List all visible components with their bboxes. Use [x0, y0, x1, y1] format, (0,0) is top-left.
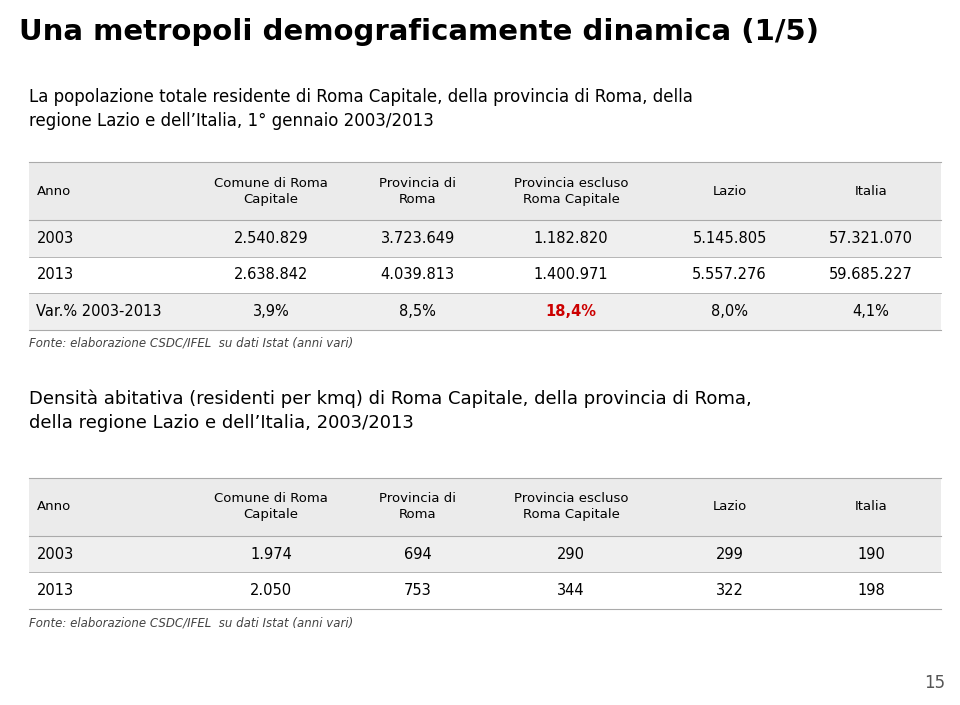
- Text: 3,9%: 3,9%: [252, 304, 290, 319]
- Text: 694: 694: [404, 546, 431, 562]
- Text: Italia: Italia: [854, 501, 888, 513]
- Text: 2003: 2003: [36, 231, 74, 246]
- Text: 4,1%: 4,1%: [852, 304, 890, 319]
- Text: 15: 15: [924, 674, 946, 692]
- Text: 198: 198: [857, 583, 885, 599]
- Text: 8,0%: 8,0%: [711, 304, 748, 319]
- Text: Lazio: Lazio: [712, 501, 747, 513]
- Text: 8,5%: 8,5%: [399, 304, 436, 319]
- Text: Provincia di
Roma: Provincia di Roma: [379, 492, 456, 522]
- Text: Comune di Roma
Capitale: Comune di Roma Capitale: [214, 492, 328, 522]
- FancyBboxPatch shape: [29, 293, 941, 330]
- Text: 5.145.805: 5.145.805: [692, 231, 767, 246]
- Text: 1.974: 1.974: [251, 546, 292, 562]
- Text: La popolazione totale residente di Roma Capitale, della provincia di Roma, della: La popolazione totale residente di Roma …: [29, 88, 693, 130]
- Text: Italia: Italia: [854, 185, 888, 197]
- Text: 344: 344: [558, 583, 585, 599]
- Text: 190: 190: [857, 546, 885, 562]
- Text: 2.050: 2.050: [251, 583, 292, 599]
- Text: 59.685.227: 59.685.227: [829, 267, 913, 283]
- Text: 18,4%: 18,4%: [545, 304, 597, 319]
- Text: Fonte: elaborazione CSDC/IFEL  su dati Istat (anni vari): Fonte: elaborazione CSDC/IFEL su dati Is…: [29, 337, 353, 350]
- Text: 299: 299: [715, 546, 744, 562]
- Text: Anno: Anno: [36, 501, 71, 513]
- Text: 2013: 2013: [36, 267, 74, 283]
- Text: 753: 753: [404, 583, 431, 599]
- Text: 1.400.971: 1.400.971: [534, 267, 609, 283]
- Text: Densità abitativa (residenti per kmq) di Roma Capitale, della provincia di Roma,: Densità abitativa (residenti per kmq) di…: [29, 390, 752, 432]
- Text: Lazio: Lazio: [712, 185, 747, 197]
- Text: 322: 322: [715, 583, 744, 599]
- Text: Una metropoli demograficamente dinamica (1/5): Una metropoli demograficamente dinamica …: [19, 18, 819, 46]
- FancyBboxPatch shape: [29, 220, 941, 257]
- Text: Provincia di
Roma: Provincia di Roma: [379, 176, 456, 206]
- Text: 4.039.813: 4.039.813: [380, 267, 455, 283]
- Text: 290: 290: [557, 546, 586, 562]
- Text: Comune di Roma
Capitale: Comune di Roma Capitale: [214, 176, 328, 206]
- Text: Var.% 2003-2013: Var.% 2003-2013: [36, 304, 162, 319]
- Text: Anno: Anno: [36, 185, 71, 197]
- FancyBboxPatch shape: [29, 536, 941, 572]
- Text: Provincia escluso
Roma Capitale: Provincia escluso Roma Capitale: [514, 492, 629, 522]
- Text: Fonte: elaborazione CSDC/IFEL  su dati Istat (anni vari): Fonte: elaborazione CSDC/IFEL su dati Is…: [29, 616, 353, 629]
- Text: 3.723.649: 3.723.649: [380, 231, 455, 246]
- Text: 2.638.842: 2.638.842: [234, 267, 308, 283]
- Text: 57.321.070: 57.321.070: [829, 231, 913, 246]
- Text: 2003: 2003: [36, 546, 74, 562]
- Text: 1.182.820: 1.182.820: [534, 231, 609, 246]
- FancyBboxPatch shape: [29, 162, 941, 220]
- Text: 5.557.276: 5.557.276: [692, 267, 767, 283]
- FancyBboxPatch shape: [29, 257, 941, 293]
- FancyBboxPatch shape: [29, 572, 941, 609]
- Text: 2013: 2013: [36, 583, 74, 599]
- Text: 2.540.829: 2.540.829: [234, 231, 308, 246]
- FancyBboxPatch shape: [29, 478, 941, 536]
- Text: Provincia escluso
Roma Capitale: Provincia escluso Roma Capitale: [514, 176, 629, 206]
